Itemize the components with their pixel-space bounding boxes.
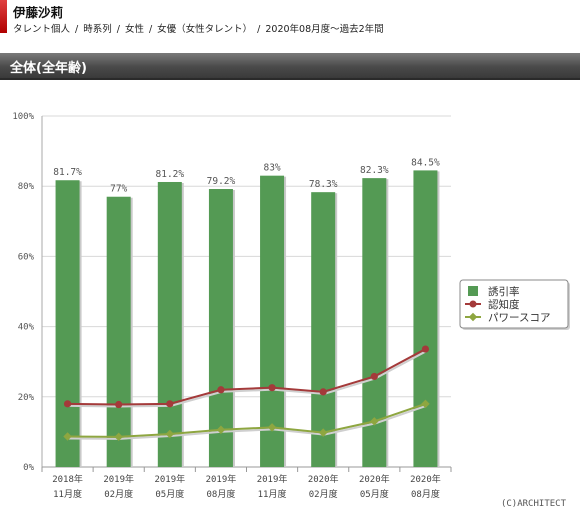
- header: 伊藤沙莉 タレント個人 / 時系列 / 女性 / 女優（女性タレント）/2020年08月度～…: [0, 0, 580, 42]
- power-score-point: [216, 425, 226, 435]
- bar: [106, 196, 131, 468]
- x-tick-label: 2020年 08月度: [410, 473, 441, 500]
- awareness-line: [67, 348, 426, 406]
- bar: [55, 180, 80, 467]
- awareness-point: [115, 400, 123, 409]
- section-header: 全体(全年齢): [0, 53, 580, 80]
- bar: [208, 189, 233, 467]
- x-tick-label: 2020年 05月度: [359, 473, 390, 500]
- y-tick-label: 60%: [18, 252, 35, 262]
- x-tick-label: 2018年 11月度: [52, 473, 83, 500]
- copyright-credit: (C)ARCHITECT: [500, 499, 566, 509]
- title-accent-mark: [0, 0, 7, 33]
- bar: [157, 181, 182, 467]
- x-tick-label: 2019年 11月度: [257, 473, 288, 500]
- awareness-point: [319, 388, 327, 396]
- section-title: 全体(全年齢): [10, 61, 87, 76]
- bar: [311, 192, 336, 468]
- breadcrumb-item-period: 2020年08月度～過去2年間: [265, 24, 384, 35]
- power-score-line-shadow: [68, 404, 427, 440]
- power-score-point: [63, 432, 72, 441]
- data-label: 79.2%: [207, 176, 236, 187]
- awareness-point: [268, 384, 276, 392]
- x-tick-label: 2019年 05月度: [154, 473, 185, 500]
- data-label: 83%: [263, 163, 280, 174]
- power-score-point: [165, 429, 175, 439]
- x-tick-label: 2019年 02月度: [103, 473, 134, 500]
- power-score-point: [318, 428, 328, 437]
- awareness-line-shadow: [68, 350, 427, 408]
- talent-name: 伊藤沙莉: [13, 5, 64, 20]
- x-tick-label: 2020年 02月度: [308, 473, 339, 500]
- breadcrumb-item-timeseries[interactable]: 時系列: [83, 24, 112, 35]
- awareness-point: [217, 386, 225, 394]
- breadcrumb-item-category[interactable]: 女優（女性タレント）: [157, 24, 253, 35]
- data-label: 78.3%: [309, 179, 338, 190]
- power-score-point: [114, 432, 123, 442]
- power-score-point: [267, 423, 277, 432]
- power-score-point: [421, 399, 430, 409]
- awareness-point: [63, 400, 72, 408]
- legend-label: 誘引率: [488, 285, 520, 298]
- data-label: 84.5%: [411, 157, 440, 168]
- legend-swatch-bar: [468, 286, 478, 296]
- data-label: 82.3%: [360, 165, 389, 176]
- legend-marker-power: [468, 312, 478, 322]
- awareness-point: [370, 372, 378, 381]
- breadcrumb-item-talent[interactable]: タレント個人: [13, 24, 71, 35]
- breadcrumb: タレント個人 / 時系列 / 女性 / 女優（女性タレント）/2020年08月度～過去2年間: [13, 24, 384, 35]
- data-label: 77%: [110, 184, 127, 195]
- data-label: 81.2%: [156, 169, 185, 180]
- y-tick-label: 0%: [23, 463, 34, 473]
- x-tick-label: 2019年 08月度: [206, 473, 237, 500]
- bar: [260, 175, 285, 468]
- awareness-point: [421, 345, 430, 353]
- awareness-point: [166, 400, 174, 408]
- breadcrumb-item-gender[interactable]: 女性: [124, 24, 144, 35]
- y-tick-label: 80%: [18, 182, 35, 192]
- power-score-line: [67, 402, 426, 438]
- power-score-point: [370, 417, 379, 426]
- y-tick-label: 40%: [18, 323, 35, 333]
- bar: [413, 170, 438, 467]
- data-label: 81.7%: [53, 167, 82, 178]
- legend-marker-awareness: [469, 300, 477, 308]
- legend-box: [459, 279, 569, 329]
- y-tick-label: 20%: [18, 393, 35, 403]
- legend-label: パワースコア: [488, 312, 550, 324]
- legend-label: 認知度: [488, 298, 520, 311]
- y-tick-label: 100%: [12, 112, 34, 122]
